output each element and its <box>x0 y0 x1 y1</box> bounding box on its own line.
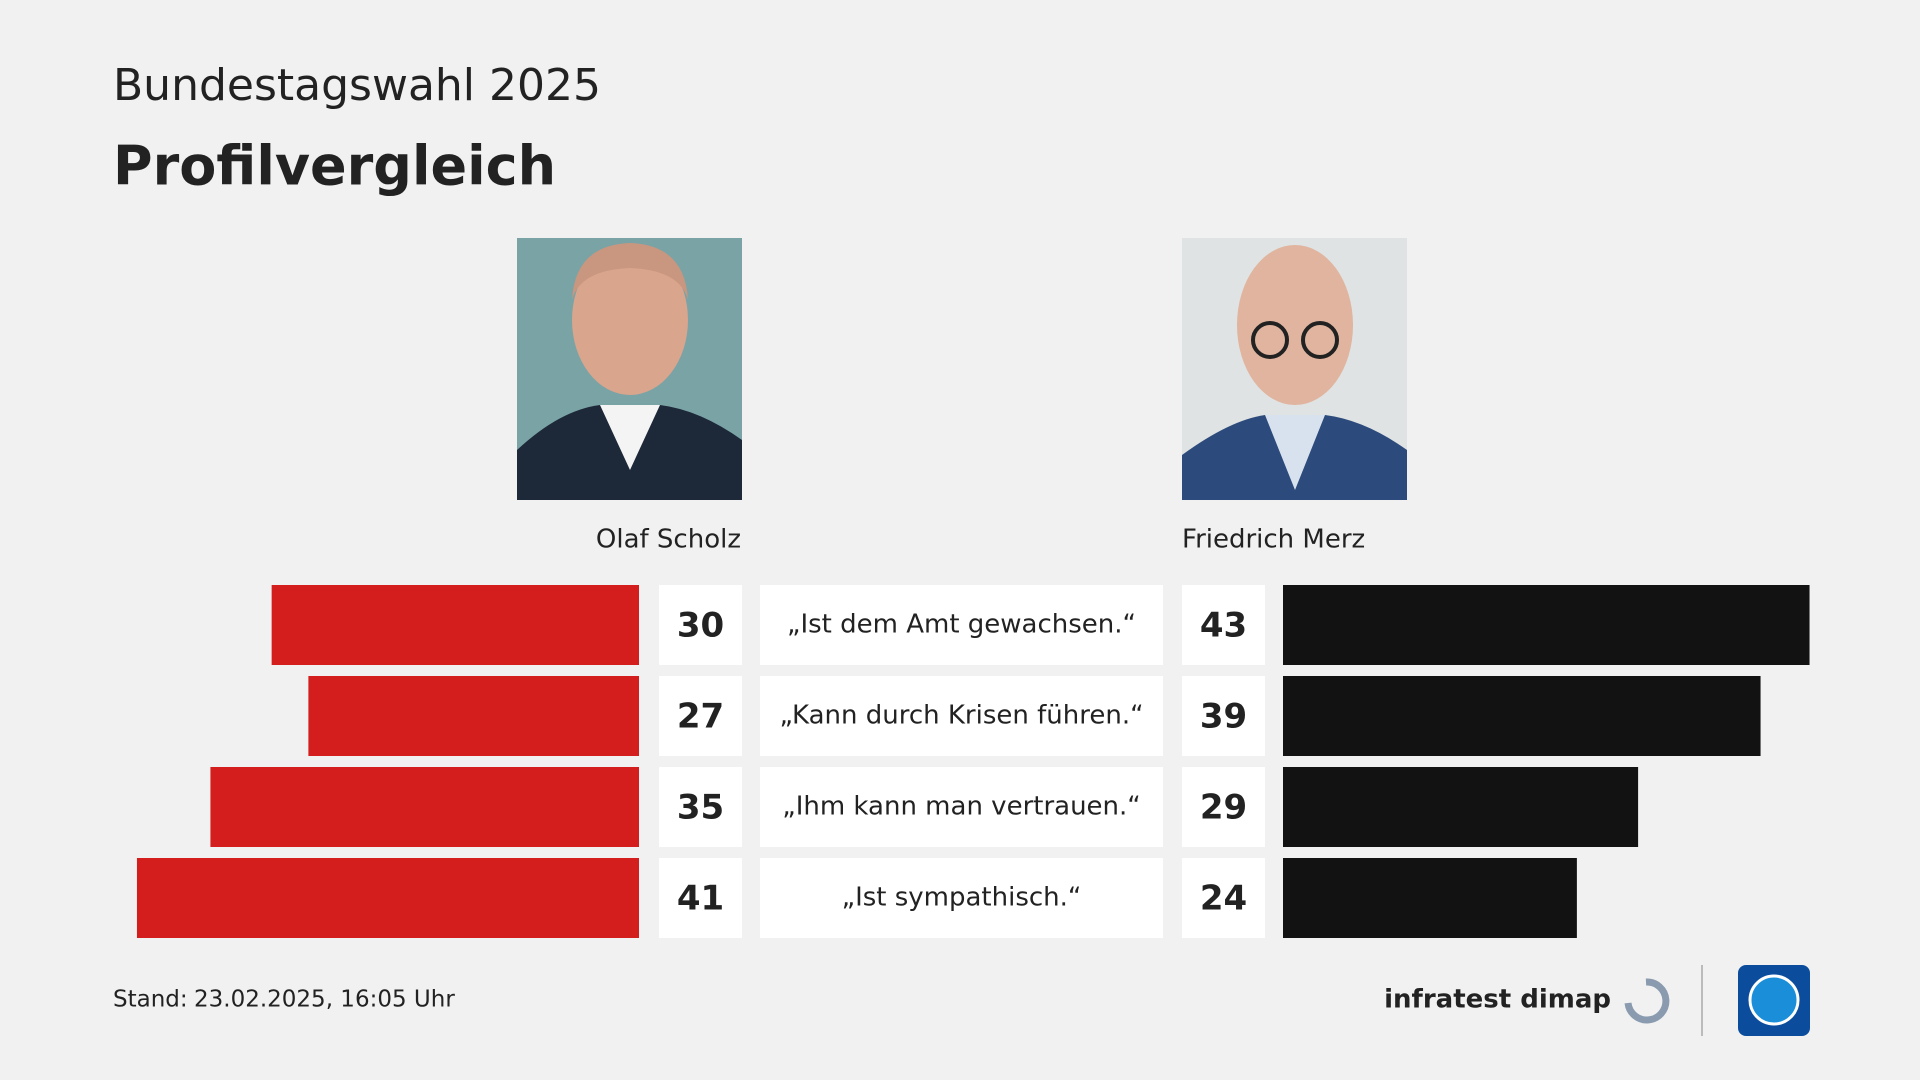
bar <box>210 767 640 847</box>
bar <box>1283 858 1577 938</box>
source-logo-icon <box>1624 978 1670 1024</box>
value-box <box>659 676 742 756</box>
value-label: 30 <box>677 606 724 646</box>
source-logo-text: infratest dimap <box>1384 985 1611 1015</box>
category-box <box>760 585 1163 665</box>
photo-scholz <box>517 238 742 500</box>
bar <box>271 585 639 665</box>
bar <box>1283 676 1761 756</box>
value-box <box>659 585 742 665</box>
value-label: 29 <box>1200 788 1247 828</box>
bar <box>1283 767 1639 847</box>
category-label: „Ihm kann man vertrauen.“ <box>782 792 1141 822</box>
footer-date: 23.02.2025, 16:05 Uhr <box>194 987 455 1013</box>
value-box <box>1182 585 1265 665</box>
bar <box>1283 585 1810 665</box>
photo-merz <box>1182 238 1407 500</box>
legend-label: Friedrich Merz <box>1182 525 1365 555</box>
bar <box>136 858 639 938</box>
category-label: „Kann durch Krisen führen.“ <box>779 701 1143 731</box>
bar <box>308 676 639 756</box>
value-label: 35 <box>677 788 724 828</box>
value-box <box>659 767 742 847</box>
chart-title: Profilvergleich <box>113 135 556 198</box>
value-box <box>659 858 742 938</box>
value-label: 39 <box>1200 697 1247 737</box>
value-box <box>1182 767 1265 847</box>
value-box <box>1182 676 1265 756</box>
value-label: 27 <box>677 697 724 737</box>
value-label: 43 <box>1200 606 1247 646</box>
footer-label: Stand: <box>113 987 188 1013</box>
chart-area: Olaf Scholz Friedrich Merz 30 „Ist dem Amt … <box>136 525 1810 938</box>
category-box <box>760 858 1163 938</box>
category-box <box>760 676 1163 756</box>
value-label: 24 <box>1200 879 1247 919</box>
category-box <box>760 767 1163 847</box>
category-label: „Ist sympathisch.“ <box>842 883 1082 913</box>
category-label: „Ist dem Amt gewachsen.“ <box>787 610 1136 640</box>
legend-label: Olaf Scholz <box>596 525 741 555</box>
broadcaster-logo-mark <box>1748 974 1800 1026</box>
subtitle: Bundestagswahl 2025 <box>113 60 601 111</box>
value-box <box>1182 858 1265 938</box>
value-label: 41 <box>677 879 724 919</box>
